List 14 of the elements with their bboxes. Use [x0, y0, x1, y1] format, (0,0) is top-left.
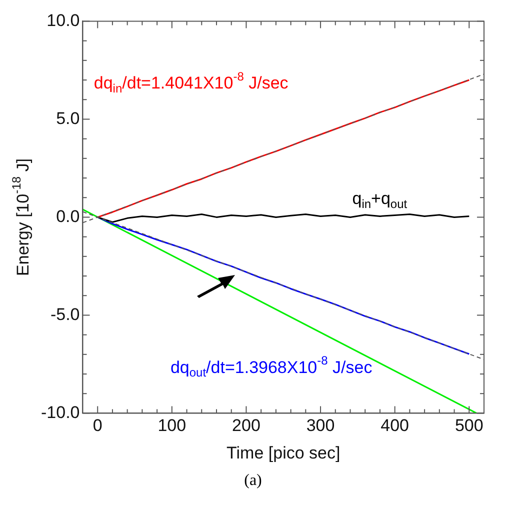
x-tick-label: 0 — [92, 416, 102, 436]
x-tick-label: 200 — [232, 416, 260, 436]
x-tick-label: 400 — [380, 416, 410, 436]
y-tick-label: 5.0 — [56, 108, 80, 128]
y-tick-label: 0.0 — [56, 206, 80, 226]
text: (a) — [243, 472, 263, 490]
y-tick-label: -10.0 — [41, 402, 80, 422]
y-axis-title: Energy [10-18 J] — [10, 158, 33, 276]
y-tick-label: -5.0 — [50, 304, 80, 324]
y-tick-label: 10.0 — [46, 10, 80, 30]
x-tick-label: 300 — [306, 416, 335, 436]
x-tick-label: 500 — [454, 416, 484, 436]
x-axis-title: Time [pico sec] — [226, 443, 340, 462]
x-tick-label: 100 — [158, 416, 186, 436]
